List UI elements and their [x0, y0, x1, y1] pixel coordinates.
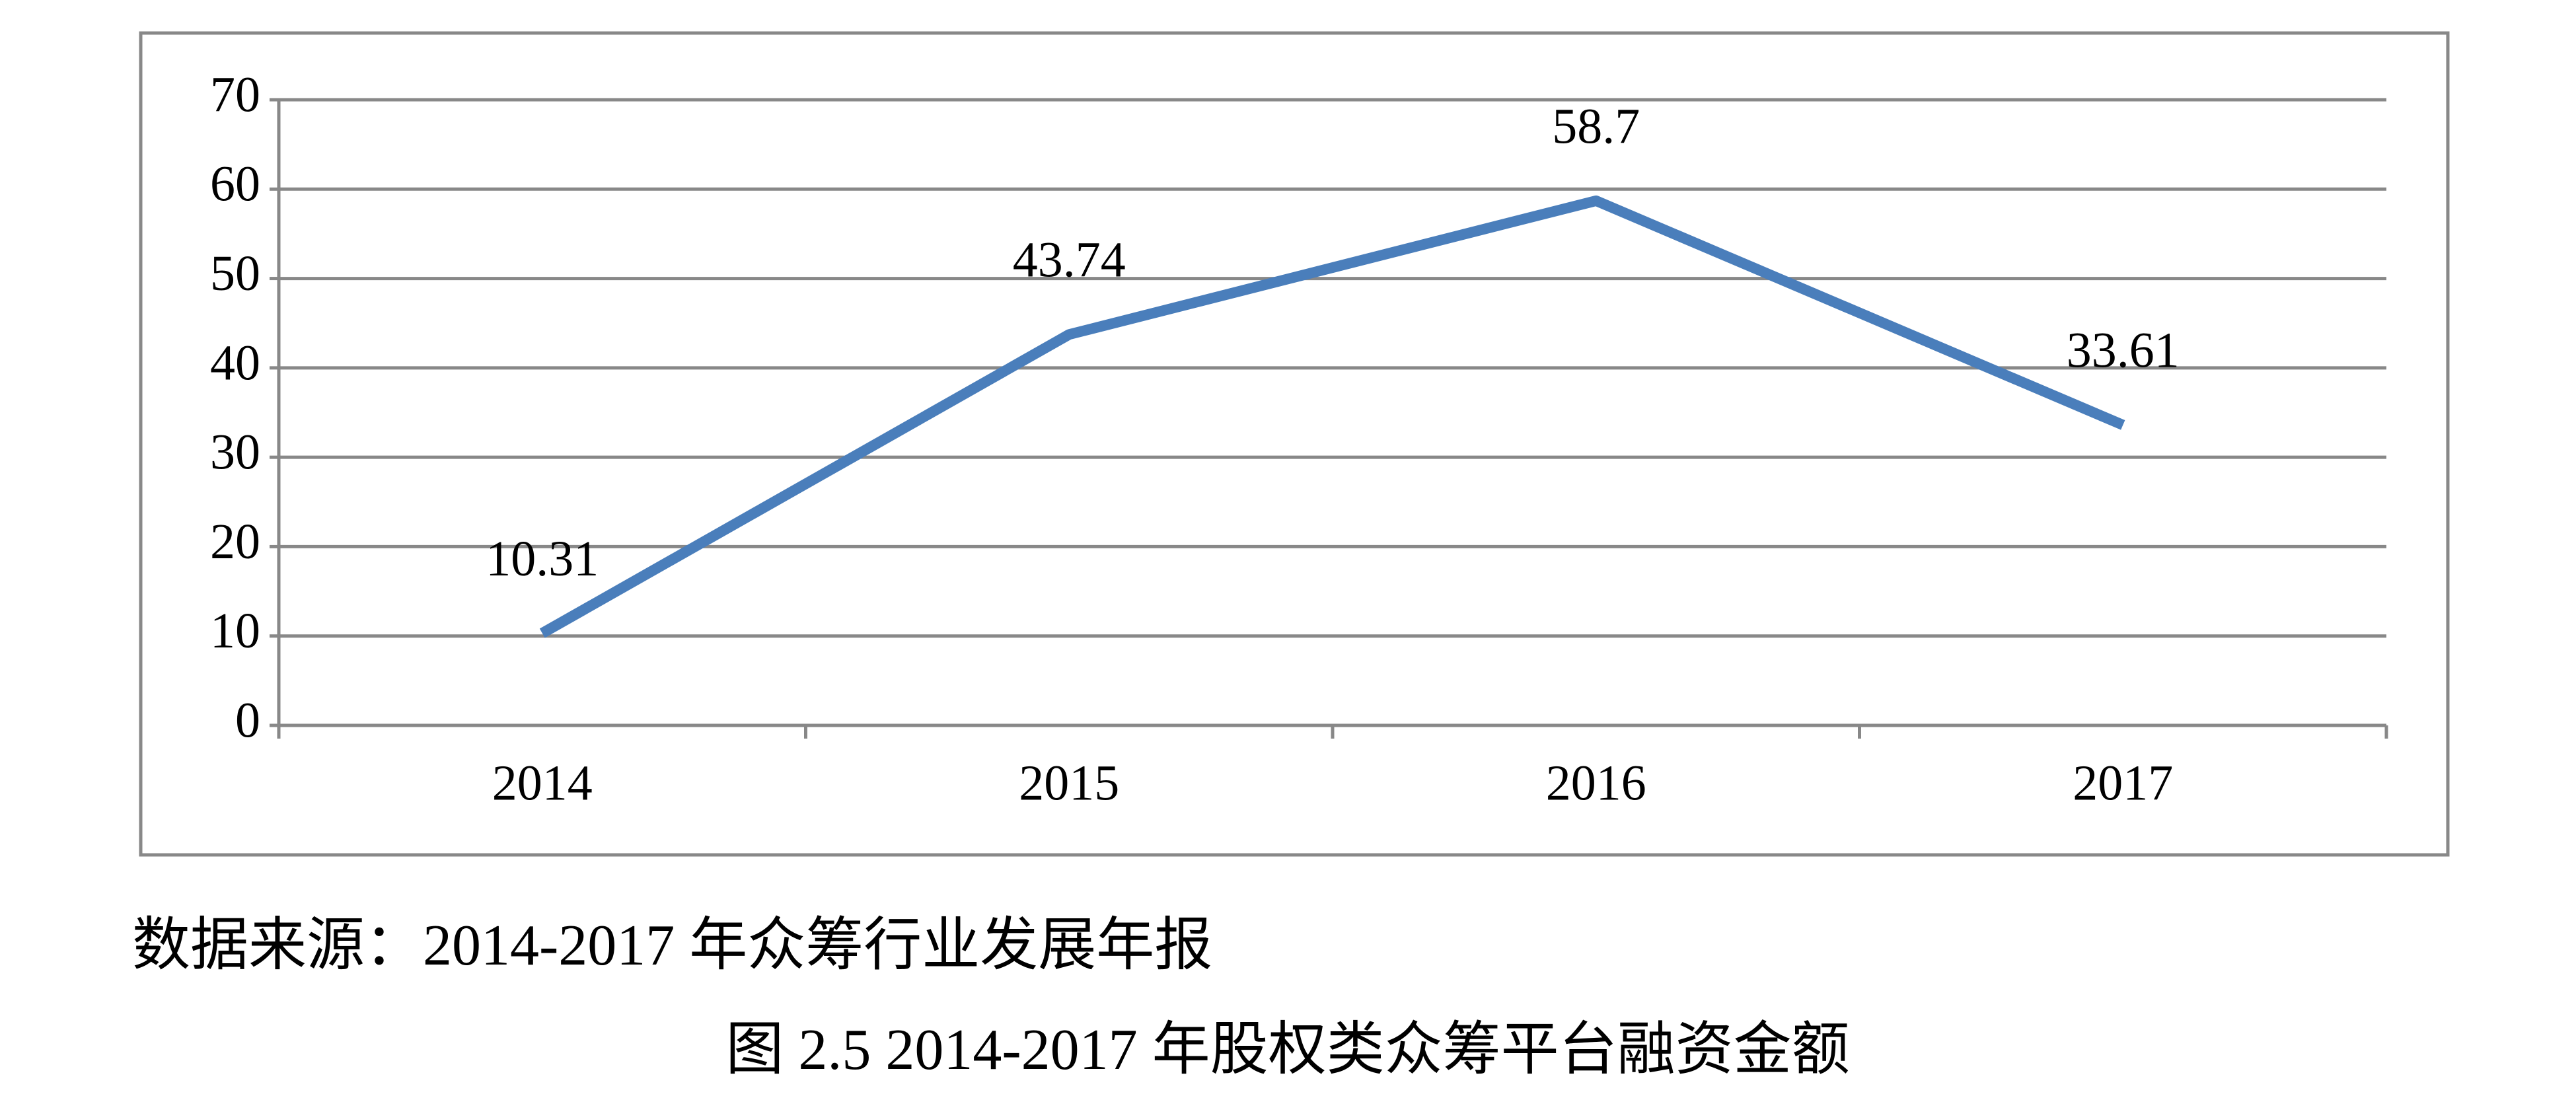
- y-tick-label: 0: [235, 692, 260, 748]
- data-label: 43.74: [1013, 233, 1126, 288]
- y-tick-label: 10: [210, 603, 260, 659]
- x-tick-label: 2017: [2073, 755, 2173, 811]
- source-note: 数据来源：2014-2017 年众筹行业发展年报: [132, 914, 1212, 978]
- x-tick-label: 2016: [1546, 755, 1646, 811]
- chart-frame: [139, 31, 2450, 857]
- data-label: 10.31: [486, 531, 599, 587]
- y-tick-label: 60: [210, 157, 260, 212]
- data-line: [539, 195, 2125, 638]
- y-tick-label: 50: [210, 246, 260, 301]
- x-tick-label: 2014: [492, 755, 593, 811]
- data-label: 33.61: [2067, 323, 2180, 379]
- y-tick-label: 70: [210, 67, 260, 122]
- y-tick-label: 30: [210, 425, 260, 480]
- x-tick-label: 2015: [1019, 755, 1119, 811]
- y-tick-label: 20: [210, 514, 260, 569]
- figure-caption: 图 2.5 2014-2017 年股权类众筹平台融资金额: [725, 1018, 1849, 1082]
- y-tick-label: 40: [210, 335, 260, 390]
- data-label: 58.7: [1552, 98, 1640, 154]
